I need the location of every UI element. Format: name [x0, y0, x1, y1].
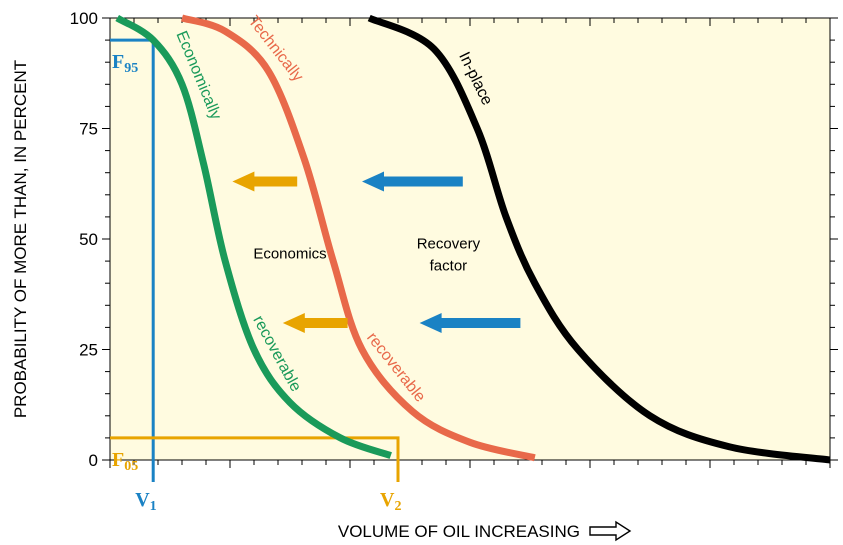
arrow-head-icon [232, 171, 255, 192]
series-line-3 [367, 14, 831, 464]
annotation-recovery-factor: factor [430, 257, 468, 274]
arrow-head-icon [282, 312, 305, 333]
marker-vol-sub: 2 [394, 499, 401, 514]
plot-area [109, 17, 831, 461]
annotations: Economics Recovery factor [253, 235, 480, 274]
y-tick-label: 25 [79, 341, 98, 360]
marker-line-2 [110, 436, 400, 482]
curves [115, 14, 831, 464]
marker-vol-label: V1 [135, 489, 156, 514]
y-tick-label: 0 [89, 451, 98, 470]
marker-prob-sub: 95 [124, 61, 138, 76]
y-tick-labels: 0 25 50 75 100 [70, 9, 98, 470]
arrows [232, 171, 521, 333]
annotation-economics: Economics [253, 245, 326, 262]
marker-prob-sub: 05 [124, 459, 138, 474]
x-axis-title: VOLUME OF OIL INCREASING [338, 522, 580, 541]
marker-vol-label: V2 [380, 489, 401, 514]
marker-vol-sub: 1 [150, 499, 157, 514]
annotation-recovery-factor: Recovery [417, 235, 481, 252]
series-line-2 [180, 14, 536, 462]
marker-prob-label: F95 [112, 51, 138, 76]
arrow-head-icon [362, 171, 384, 192]
axis-ticks [102, 17, 838, 468]
x-axis-arrow-shape [589, 520, 632, 542]
y-tick-label: 50 [79, 230, 98, 249]
y-tick-label: 75 [79, 120, 98, 139]
y-axis-title: PROBABILITY OF MORE THAN, IN PERCENT [11, 60, 30, 418]
y-tick-label: 100 [70, 9, 98, 28]
series-line-1 [115, 14, 392, 459]
arrow-head-icon [419, 312, 442, 333]
x-axis-arrow-icon [589, 520, 632, 542]
